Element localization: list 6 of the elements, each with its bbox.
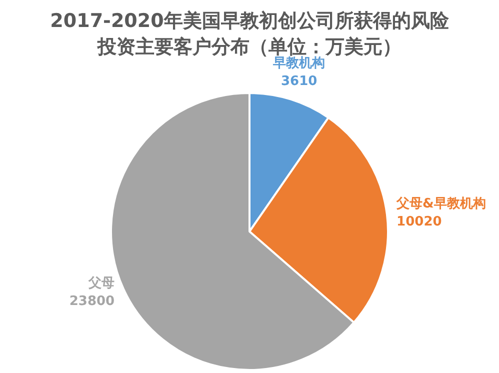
data-label: 3610 <box>280 74 318 90</box>
data-label: 10020 <box>396 214 442 230</box>
data-label: 23800 <box>69 294 115 310</box>
slice-label: 父母&早教机构 <box>396 196 486 212</box>
slice-label: 父母 <box>88 276 115 292</box>
slice-label: 早教机构 <box>272 56 326 72</box>
